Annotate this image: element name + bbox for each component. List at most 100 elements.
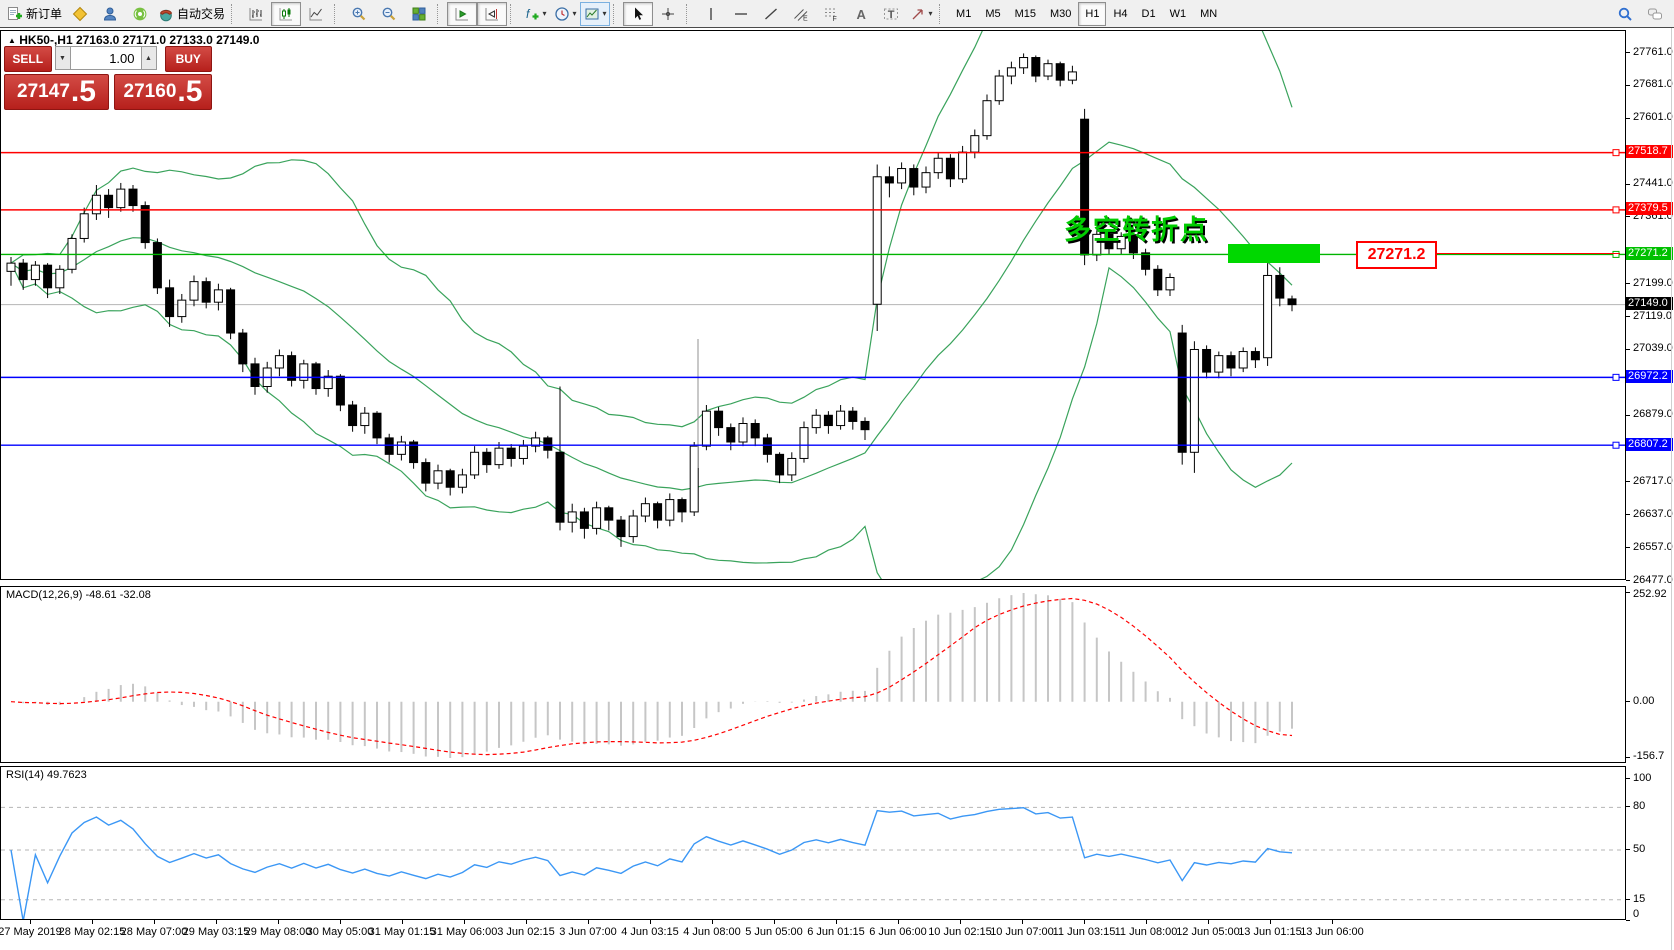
- new-order-button[interactable]: 新订单: [4, 2, 65, 26]
- timeframe-mn[interactable]: MN: [1200, 7, 1218, 20]
- metaeditor-button[interactable]: [65, 2, 95, 26]
- volume-stepper: ▼ ▲: [54, 46, 157, 70]
- text-button[interactable]: A: [846, 2, 876, 26]
- buy-button[interactable]: BUY: [164, 46, 212, 72]
- macd-indicator-label: MACD(12,26,9) -48.61 -32.08: [6, 589, 151, 601]
- buy-price-main: 27160: [123, 81, 177, 102]
- tile-windows-button[interactable]: [404, 2, 434, 26]
- window-edge: [1671, 28, 1672, 950]
- zoom-out-button[interactable]: [374, 2, 404, 26]
- volume-decrease-button[interactable]: ▼: [54, 46, 71, 70]
- metaeditor-icon: [72, 6, 88, 22]
- new-order-icon: [7, 6, 23, 22]
- zoom-out-icon: [381, 6, 397, 22]
- chevron-down-icon: ▾: [928, 9, 933, 18]
- toolbar-grip: [939, 3, 945, 24]
- cursor-button[interactable]: [623, 1, 654, 26]
- buy-price[interactable]: 27160.5: [113, 74, 212, 110]
- fibonacci-button[interactable]: F: [816, 2, 846, 26]
- zoom-in-icon: [351, 6, 367, 22]
- volume-increase-button[interactable]: ▲: [140, 46, 157, 70]
- indicators-icon: f: [524, 6, 540, 22]
- toolbar-grip: [231, 3, 237, 24]
- main-chart-canvas[interactable]: [0, 30, 1626, 580]
- tile-windows-icon: [411, 6, 427, 22]
- template-chart-icon: [584, 6, 600, 22]
- cursor-icon: [630, 6, 646, 22]
- arrows-button[interactable]: ▾: [906, 2, 936, 26]
- price-axis[interactable]: 27761.0 27681.0 27601.0 27441.0 27361.0 27199…: [1626, 45, 1673, 921]
- rsi-indicator-label: RSI(14) 49.7623: [6, 769, 87, 781]
- indicators-button[interactable]: f ▾: [520, 2, 550, 26]
- text-label-icon: T: [883, 6, 899, 22]
- candlestick-icon: [278, 6, 294, 22]
- signals-button[interactable]: [125, 2, 155, 26]
- search-button[interactable]: [1610, 2, 1640, 26]
- broadcast-icon: [132, 6, 148, 22]
- chat-button[interactable]: [1640, 2, 1670, 26]
- trendline-button[interactable]: [756, 2, 786, 26]
- svg-text:F: F: [833, 16, 837, 22]
- text-label-button[interactable]: T: [876, 2, 906, 26]
- arrows-icon: [910, 6, 926, 22]
- crosshair-button[interactable]: [653, 2, 683, 26]
- timeframe-d1[interactable]: D1: [1141, 7, 1156, 20]
- line-chart-button[interactable]: [301, 2, 331, 26]
- chat-icon: [1647, 6, 1663, 22]
- timeframe-h4[interactable]: H4: [1113, 7, 1128, 20]
- toolbar-grip: [334, 3, 340, 24]
- toolbar: 新订单 自动交易 f ▾ ▾ ▾ E F A T ▾ M1 M5 M15 M30 …: [0, 0, 1674, 28]
- chart-title-text: HK50-,H1 27163.0 27171.0 27133.0 27149.0: [19, 33, 260, 47]
- vertical-line-icon: [703, 6, 719, 22]
- buy-price-frac: .5: [177, 75, 203, 108]
- toolbar-grip: [510, 3, 516, 24]
- timeframe-m1[interactable]: M1: [956, 7, 972, 20]
- timeframe-h1[interactable]: H1: [1078, 1, 1107, 26]
- auto-scroll-button[interactable]: [447, 1, 478, 26]
- chevron-down-icon: ▾: [572, 9, 577, 18]
- search-icon: [1617, 6, 1633, 22]
- timeframe-m15[interactable]: M15: [1014, 7, 1036, 20]
- sell-price-frac: .5: [70, 75, 96, 108]
- equidistant-channel-button[interactable]: E: [786, 2, 816, 26]
- sell-button[interactable]: SELL: [4, 46, 52, 72]
- timeframe-m5[interactable]: M5: [985, 7, 1001, 20]
- templates-button[interactable]: ▾: [580, 1, 611, 26]
- volume-input[interactable]: [70, 46, 141, 70]
- crosshair-icon: [660, 6, 676, 22]
- chart-shift-button[interactable]: [477, 1, 508, 26]
- autotrading-button[interactable]: 自动交易: [155, 2, 228, 26]
- horizontal-line-button[interactable]: [726, 2, 756, 26]
- fibonacci-icon: F: [823, 6, 839, 22]
- bar-chart-icon: [248, 6, 264, 22]
- svg-text:T: T: [888, 9, 895, 21]
- trendline-icon: [763, 6, 779, 22]
- one-click-trading-panel: SELL ▼ ▲ BUY 27147.5 27160.5: [4, 46, 212, 110]
- timeframe-w1[interactable]: W1: [1169, 7, 1187, 20]
- vertical-line-button[interactable]: [696, 2, 726, 26]
- rsi-pane[interactable]: [0, 766, 1626, 920]
- chart-shift-icon: [484, 6, 500, 22]
- autotrading-icon: [158, 6, 174, 22]
- bar-chart-button[interactable]: [241, 2, 271, 26]
- sell-price[interactable]: 27147.5: [4, 74, 109, 110]
- candlestick-chart-button[interactable]: [271, 1, 302, 26]
- chevron-down-icon: ▾: [542, 9, 547, 18]
- channel-icon: E: [793, 6, 809, 22]
- sell-price-main: 27147: [17, 81, 70, 102]
- horizontal-line-icon: [733, 6, 749, 22]
- svg-text:A: A: [857, 7, 867, 22]
- timeframe-m30[interactable]: M30: [1050, 7, 1072, 20]
- macd-pane[interactable]: [0, 586, 1626, 763]
- chevron-down-icon: ▾: [602, 9, 607, 18]
- zoom-in-button[interactable]: [344, 2, 374, 26]
- auto-scroll-icon: [454, 6, 470, 22]
- panel-toggle-icon[interactable]: ▲: [8, 36, 16, 45]
- toolbar-grip: [613, 3, 619, 24]
- periods-button[interactable]: ▾: [550, 2, 580, 26]
- chart-title: ▲ HK50-,H1 27163.0 27171.0 27133.0 27149…: [8, 33, 259, 47]
- new-order-label: 新订单: [26, 7, 63, 21]
- svg-text:E: E: [803, 15, 808, 22]
- line-chart-icon: [308, 6, 324, 22]
- market-button[interactable]: [95, 2, 125, 26]
